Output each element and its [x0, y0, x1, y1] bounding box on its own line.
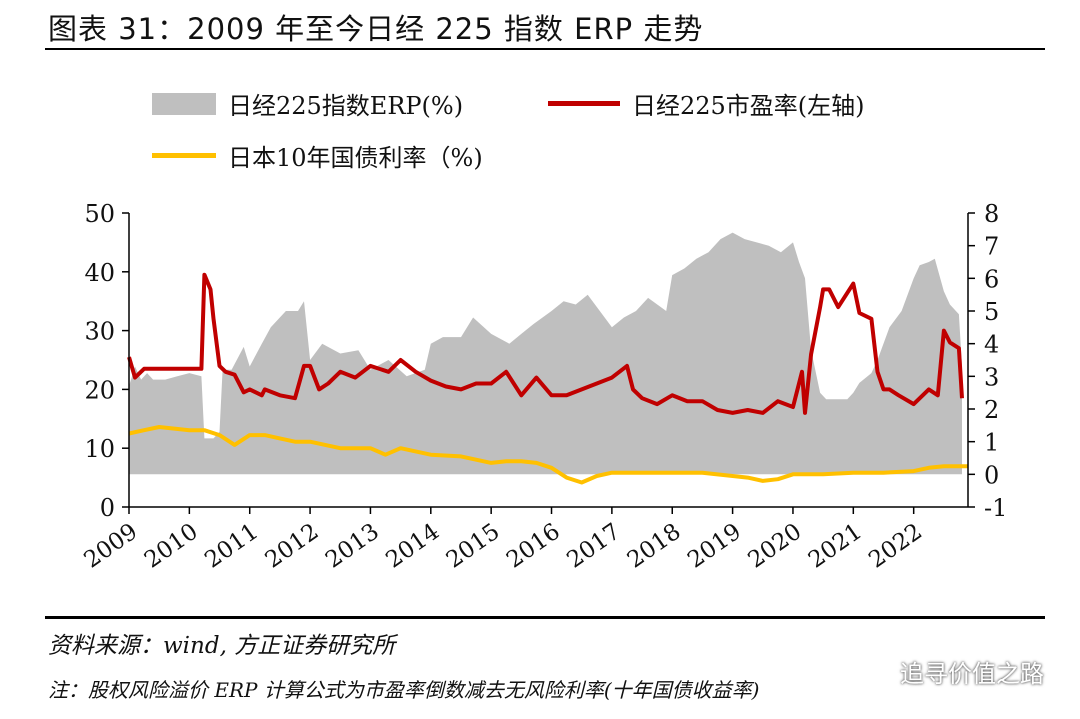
- legend-label-erp: 日经225指数ERP(%): [228, 92, 464, 120]
- right-tick-label: 3: [984, 363, 999, 391]
- legend-swatch-jgb: [152, 153, 216, 158]
- note-text: 注：股权风险溢价 ERP 计算公式为市盈率倒数减去无风险利率(十年国债收益率): [48, 678, 760, 702]
- watermark: 追寻价值之路: [900, 660, 1044, 688]
- left-tick-label: 50: [84, 200, 115, 228]
- series-erp-area: [129, 232, 962, 475]
- right-tick-label: 7: [984, 233, 999, 261]
- legend-swatch-erp: [152, 92, 216, 115]
- right-tick-label: 8: [984, 200, 999, 228]
- source-text: 资料来源：wind, 方正证券研究所: [48, 633, 396, 659]
- x-tick-label: 2013: [321, 519, 384, 574]
- x-tick-label: 2022: [864, 519, 927, 574]
- series-jgb-line: [128, 425, 968, 485]
- legend-swatch-pe: [548, 101, 620, 106]
- legend-label-jgb: 日本10年国债利率（%): [228, 144, 483, 172]
- x-tick-label: 2017: [562, 519, 625, 574]
- legend-item-jgb: 日本10年国债利率（%): [152, 138, 483, 173]
- right-tick-label: 6: [984, 265, 999, 293]
- right-tick-label: 4: [984, 331, 999, 359]
- x-tick-label: 2011: [200, 519, 263, 574]
- x-tick-label: 2010: [140, 519, 203, 574]
- legend-label-pe: 日经225市盈率(左轴): [632, 92, 865, 120]
- x-tick-label: 2016: [502, 519, 565, 574]
- chart-title: 图表 31：2009 年至今日经 225 指数 ERP 走势: [48, 12, 704, 46]
- legend-item-erp: 日经225指数ERP(%): [152, 86, 463, 121]
- right-tick-label: 0: [984, 461, 999, 489]
- right-tick-label: -1: [984, 494, 1007, 522]
- left-tick-label: 20: [84, 376, 115, 404]
- left-tick-label: 40: [84, 259, 115, 287]
- right-tick-label: 1: [984, 429, 999, 457]
- footer-rule: [45, 616, 1045, 619]
- x-tick-label: 2019: [683, 519, 746, 574]
- x-tick-label: 2009: [80, 519, 143, 574]
- x-tick-label: 2012: [261, 519, 324, 574]
- left-tick-label: 30: [84, 318, 115, 346]
- x-tick-label: 2018: [623, 519, 686, 574]
- x-tick-label: 2020: [744, 519, 807, 574]
- right-tick-label: 5: [984, 298, 999, 326]
- legend-item-pe: 日经225市盈率(左轴): [548, 86, 865, 121]
- x-tick-label: 2015: [442, 519, 505, 574]
- x-tick-label: 2021: [804, 519, 867, 574]
- series-pe-line: [127, 272, 964, 415]
- title-rule: [45, 48, 1045, 50]
- right-tick-label: 2: [984, 396, 999, 424]
- left-tick-label: 0: [100, 494, 115, 522]
- left-tick-label: 10: [84, 435, 115, 463]
- x-tick-label: 2014: [381, 519, 444, 574]
